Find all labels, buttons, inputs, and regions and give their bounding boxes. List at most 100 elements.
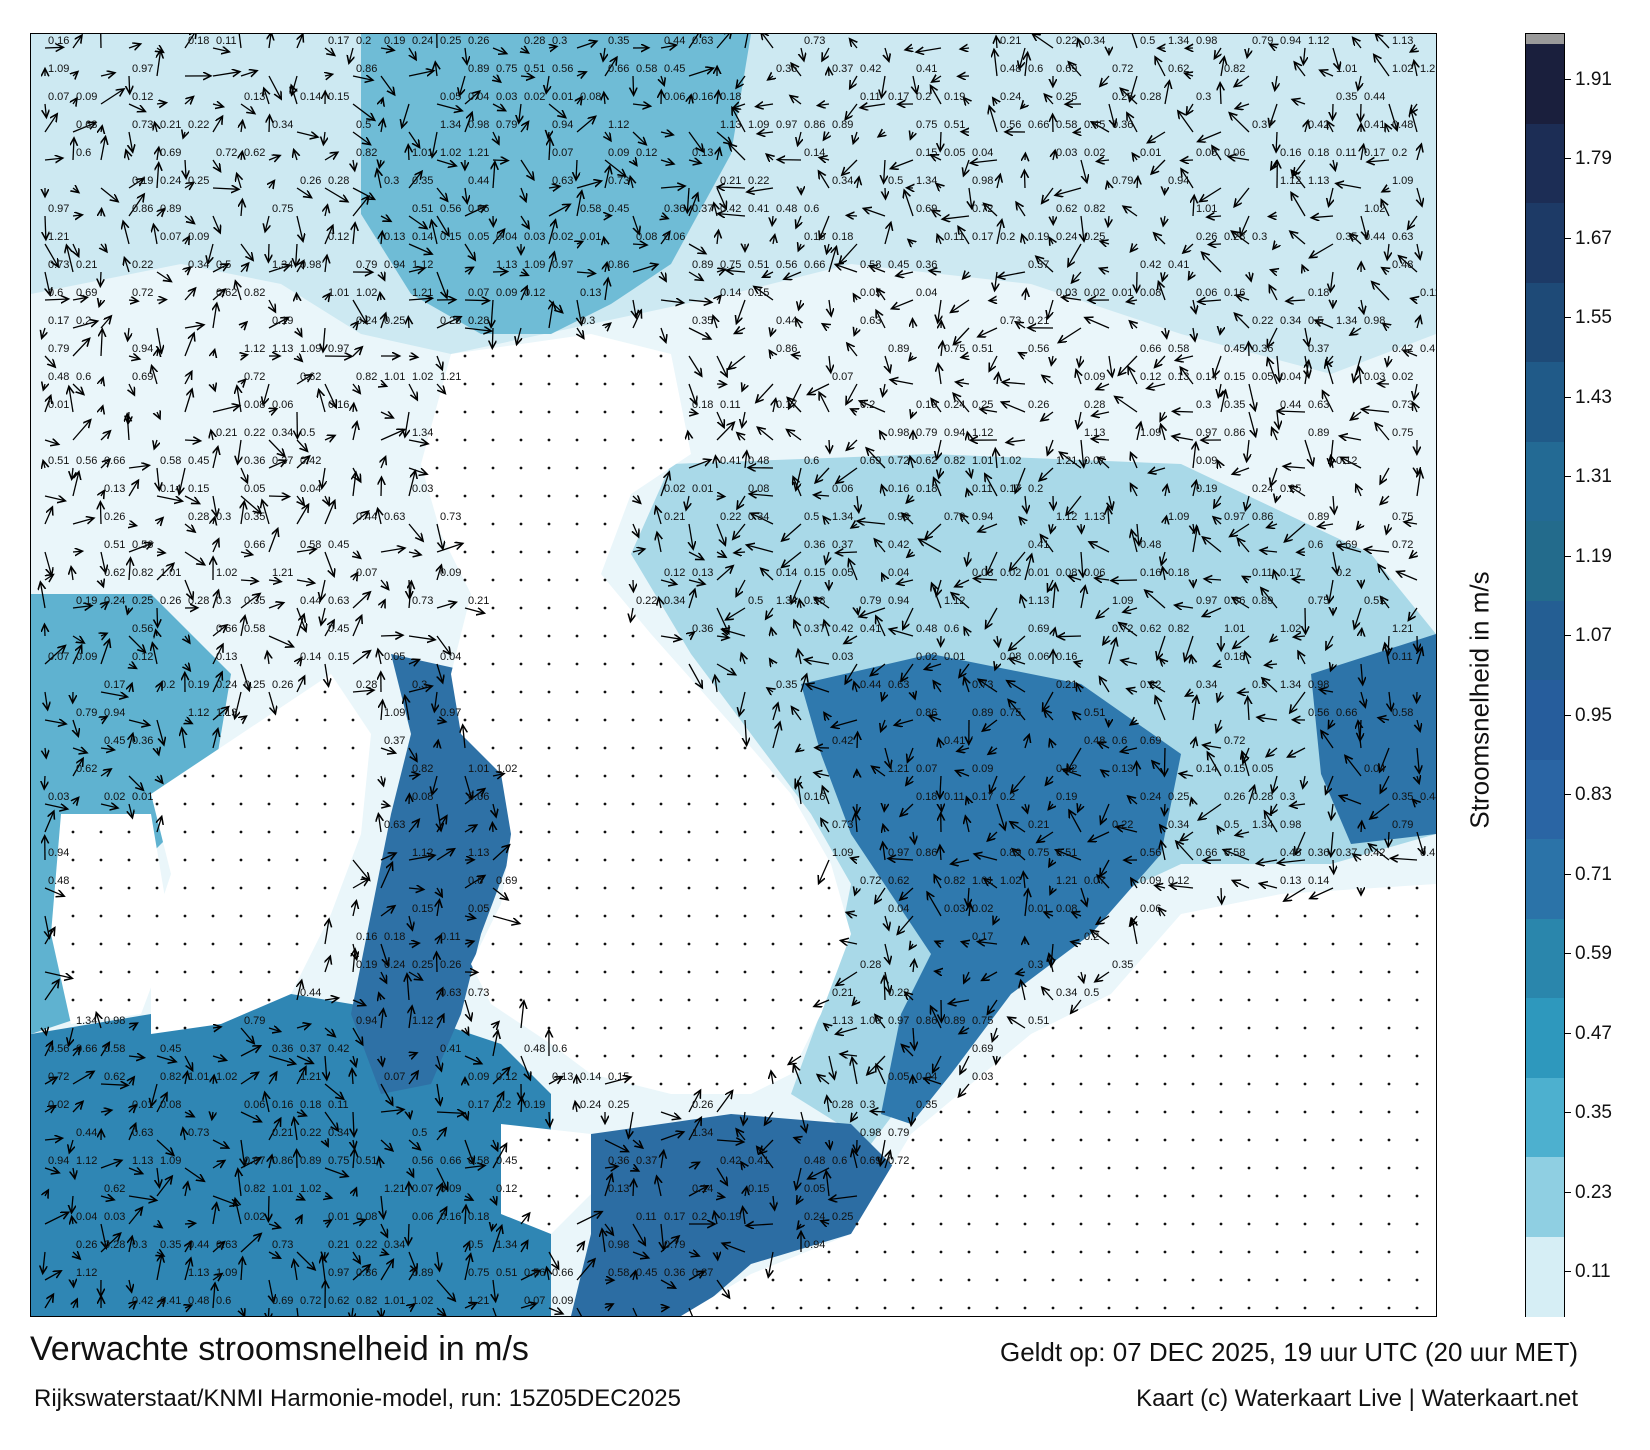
current-arrow	[1303, 47, 1305, 64]
grid-dot	[1051, 1306, 1055, 1310]
current-arrow	[437, 355, 442, 370]
current-speed-label: 0.98	[804, 595, 825, 607]
current-arrow	[380, 548, 405, 552]
current-arrow	[268, 243, 269, 262]
grid-dot	[1079, 1138, 1083, 1142]
current-speed-label: 0.69	[860, 455, 881, 467]
current-speed-label: 1.13	[468, 847, 489, 859]
grid-dot	[659, 914, 663, 918]
current-speed-label: 0.51	[944, 119, 965, 131]
grid-dot	[659, 802, 663, 806]
current-arrow	[1414, 61, 1417, 77]
current-arrow	[1270, 103, 1278, 126]
grid-dot	[519, 1194, 523, 1198]
current-arrow	[577, 97, 582, 104]
current-arrow	[465, 187, 467, 203]
current-arrow	[994, 49, 997, 77]
current-speed-label: 0.37	[300, 1043, 321, 1055]
current-arrow	[378, 508, 381, 525]
current-arrow	[521, 286, 527, 301]
current-speed-label: 0.45	[104, 735, 125, 747]
current-speed-label: 0.73	[440, 511, 461, 523]
grid-dot	[603, 578, 607, 582]
grid-dot	[183, 886, 187, 890]
current-arrow	[1200, 187, 1222, 202]
current-arrow	[961, 356, 969, 357]
current-arrow	[756, 104, 774, 107]
colorbar-tick-label: 0.59	[1575, 943, 1612, 965]
current-arrow	[913, 319, 914, 329]
current-arrow	[101, 551, 106, 573]
grid-dot	[1359, 1250, 1363, 1254]
current-arrow	[323, 327, 325, 352]
current-speed-label: 0.62	[104, 1183, 125, 1195]
current-speed-label: 0.82	[944, 455, 965, 467]
current-speed-label: 1.12	[1308, 35, 1329, 47]
current-speed-label: 0.28	[188, 595, 209, 607]
current-arrow	[123, 221, 130, 245]
grid-dot	[267, 998, 271, 1002]
current-arrow	[241, 467, 247, 483]
grid-dot	[1387, 886, 1391, 890]
grid-dot	[603, 382, 607, 386]
grid-dot	[1359, 1082, 1363, 1086]
grid-dot	[1107, 1110, 1111, 1114]
current-arrow	[240, 103, 255, 114]
current-speed-label: 0.63	[552, 175, 573, 187]
current-arrow	[408, 440, 428, 444]
current-speed-label: 0.48	[1000, 63, 1021, 75]
current-arrow	[241, 121, 243, 133]
grid-dot	[155, 914, 159, 918]
grid-dot	[1359, 1138, 1363, 1142]
current-speed-label: 0.62	[1140, 623, 1161, 635]
current-arrow	[1333, 859, 1334, 874]
current-speed-label: 0.09	[1084, 371, 1105, 383]
grid-dot	[1387, 1026, 1391, 1030]
current-arrow	[157, 412, 160, 419]
current-arrow	[353, 223, 355, 245]
grid-dot	[687, 690, 691, 694]
current-arrow	[1131, 453, 1137, 469]
current-speed-label: 0.05	[244, 483, 265, 495]
current-arrow	[1015, 467, 1026, 493]
current-arrow	[905, 48, 913, 50]
current-speed-label: 0.66	[76, 1043, 97, 1055]
current-arrow	[73, 138, 74, 161]
current-arrow	[519, 103, 521, 123]
grid-dot	[323, 802, 327, 806]
grid-dot	[1163, 1250, 1167, 1254]
current-arrow	[854, 328, 857, 335]
current-speed-label: 1.09	[1392, 175, 1413, 187]
current-arrow	[128, 300, 138, 301]
current-arrow	[688, 412, 698, 414]
grid-dot	[519, 690, 523, 694]
grid-dot	[547, 774, 551, 778]
current-arrow	[240, 495, 261, 513]
current-arrow	[716, 422, 734, 441]
current-arrow	[381, 1307, 382, 1316]
current-arrow	[268, 529, 278, 553]
current-arrow	[1356, 485, 1361, 497]
current-speed-label: 0.6	[76, 371, 91, 383]
current-arrow	[1240, 215, 1250, 236]
current-speed-label: 0.26	[104, 511, 125, 523]
current-speed-label: 0.66	[216, 623, 237, 635]
current-speed-label: 0.26	[272, 679, 293, 691]
current-arrow	[1388, 635, 1389, 655]
current-arrow	[269, 409, 277, 412]
grid-dot	[1247, 1026, 1251, 1030]
grid-dot	[519, 438, 523, 442]
current-speed-label: 0.18	[720, 91, 741, 103]
current-arrow	[604, 159, 626, 176]
current-arrow	[687, 187, 689, 213]
current-arrow	[576, 159, 577, 180]
current-arrow	[1234, 75, 1250, 87]
current-speed-label: 0.56	[48, 1043, 69, 1055]
grid-dot	[1415, 1138, 1419, 1142]
current-arrow	[814, 495, 830, 496]
current-speed-label: 1.01	[1336, 63, 1357, 75]
grid-dot	[267, 774, 271, 778]
current-speed-label: 0.37	[832, 63, 853, 75]
current-arrow	[1248, 411, 1256, 437]
grid-dot	[1135, 1054, 1139, 1058]
